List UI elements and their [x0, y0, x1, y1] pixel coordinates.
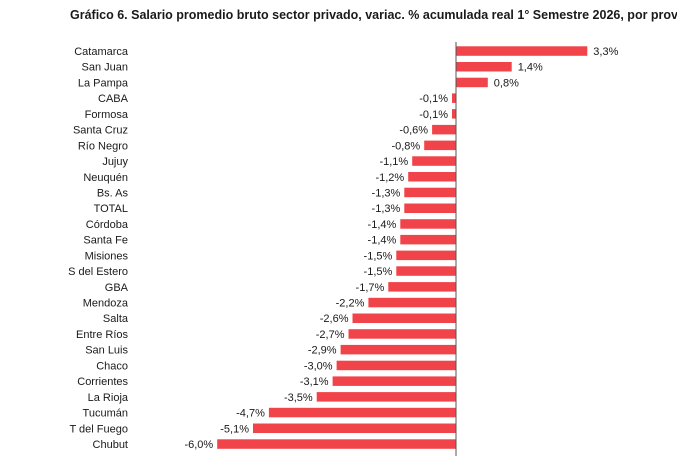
bar	[432, 124, 456, 135]
bar	[340, 344, 456, 355]
value-label: -3,0%	[304, 360, 333, 372]
category-label: Neuquén	[83, 172, 128, 184]
bar	[316, 392, 456, 402]
category-label: Córdoba	[86, 219, 129, 231]
value-label: -1,3%	[372, 203, 401, 215]
labels-group: Catamarca 3,3% San Juan 1,4% La Pampa 0,8% CAB…	[68, 46, 619, 451]
value-label: -2,2%	[336, 298, 365, 310]
value-label: -1,4%	[368, 235, 397, 247]
value-label: -2,9%	[308, 345, 337, 357]
bar	[352, 313, 456, 323]
value-label: -3,5%	[284, 392, 313, 404]
bar	[404, 187, 456, 198]
category-label: San Luis	[85, 345, 128, 357]
bar	[452, 109, 456, 119]
bar	[408, 172, 456, 182]
bars-group	[217, 46, 588, 449]
category-label: Bs. As	[97, 188, 129, 200]
category-label: Salta	[103, 313, 129, 325]
category-label: GBA	[105, 282, 129, 294]
bar	[456, 46, 588, 56]
category-label: Santa Fe	[83, 235, 128, 247]
value-label: -2,7%	[316, 329, 345, 341]
bar	[400, 219, 456, 229]
value-label: -1,1%	[379, 156, 408, 168]
bar	[396, 250, 456, 261]
value-label: -1,3%	[372, 188, 401, 200]
category-label: Río Negro	[78, 140, 128, 152]
bar	[348, 329, 456, 339]
bar	[456, 62, 512, 72]
bar	[412, 156, 456, 166]
bar	[404, 203, 456, 213]
category-label: Catamarca	[74, 46, 129, 58]
category-label: S del Estero	[68, 266, 128, 278]
value-label: -4,7%	[236, 408, 265, 420]
bar	[336, 360, 456, 371]
category-label: La Pampa	[78, 77, 129, 89]
bar	[268, 407, 456, 418]
category-label: Chaco	[96, 360, 128, 372]
value-label: -0,6%	[399, 125, 428, 137]
value-label: 3,3%	[593, 46, 618, 58]
bar	[400, 234, 456, 245]
category-label: La Rioja	[88, 392, 129, 404]
bar	[424, 140, 456, 151]
category-label: Tucumán	[83, 408, 128, 420]
value-label: 1,4%	[518, 62, 543, 74]
category-label: Jujuy	[102, 156, 128, 168]
category-label: Santa Cruz	[73, 125, 128, 137]
value-label: -0,8%	[391, 140, 420, 152]
bar	[368, 297, 456, 308]
value-label: 0,8%	[494, 77, 519, 89]
category-label: Formosa	[85, 109, 129, 121]
bar	[396, 266, 456, 276]
category-label: Corrientes	[77, 376, 128, 388]
bar	[456, 77, 488, 88]
bar	[253, 423, 456, 433]
value-label: -2,6%	[320, 313, 349, 325]
value-label: -3,1%	[300, 376, 329, 388]
chart-title: Gráfico 6. Salario promedio bruto sector…	[70, 8, 677, 22]
category-label: CABA	[98, 93, 129, 105]
category-label: TOTAL	[94, 203, 128, 215]
category-label: Entre Ríos	[76, 329, 128, 341]
value-label: -1,2%	[375, 172, 404, 184]
bar	[452, 93, 456, 103]
value-label: -5,1%	[220, 423, 249, 435]
value-label: -0,1%	[419, 93, 448, 105]
category-label: Mendoza	[83, 298, 129, 310]
category-label: T del Fuego	[69, 423, 128, 435]
value-label: -1,4%	[368, 219, 397, 231]
value-label: -1,5%	[364, 266, 393, 278]
bar	[332, 376, 456, 386]
bar	[217, 439, 456, 449]
value-label: -1,5%	[364, 250, 393, 262]
category-label: Chubut	[93, 439, 128, 451]
value-label: -6,0%	[184, 439, 213, 451]
bar	[388, 282, 456, 292]
value-label: -1,7%	[356, 282, 385, 294]
value-label: -0,1%	[419, 109, 448, 121]
category-label: San Juan	[82, 62, 128, 74]
category-label: Misiones	[85, 250, 129, 262]
